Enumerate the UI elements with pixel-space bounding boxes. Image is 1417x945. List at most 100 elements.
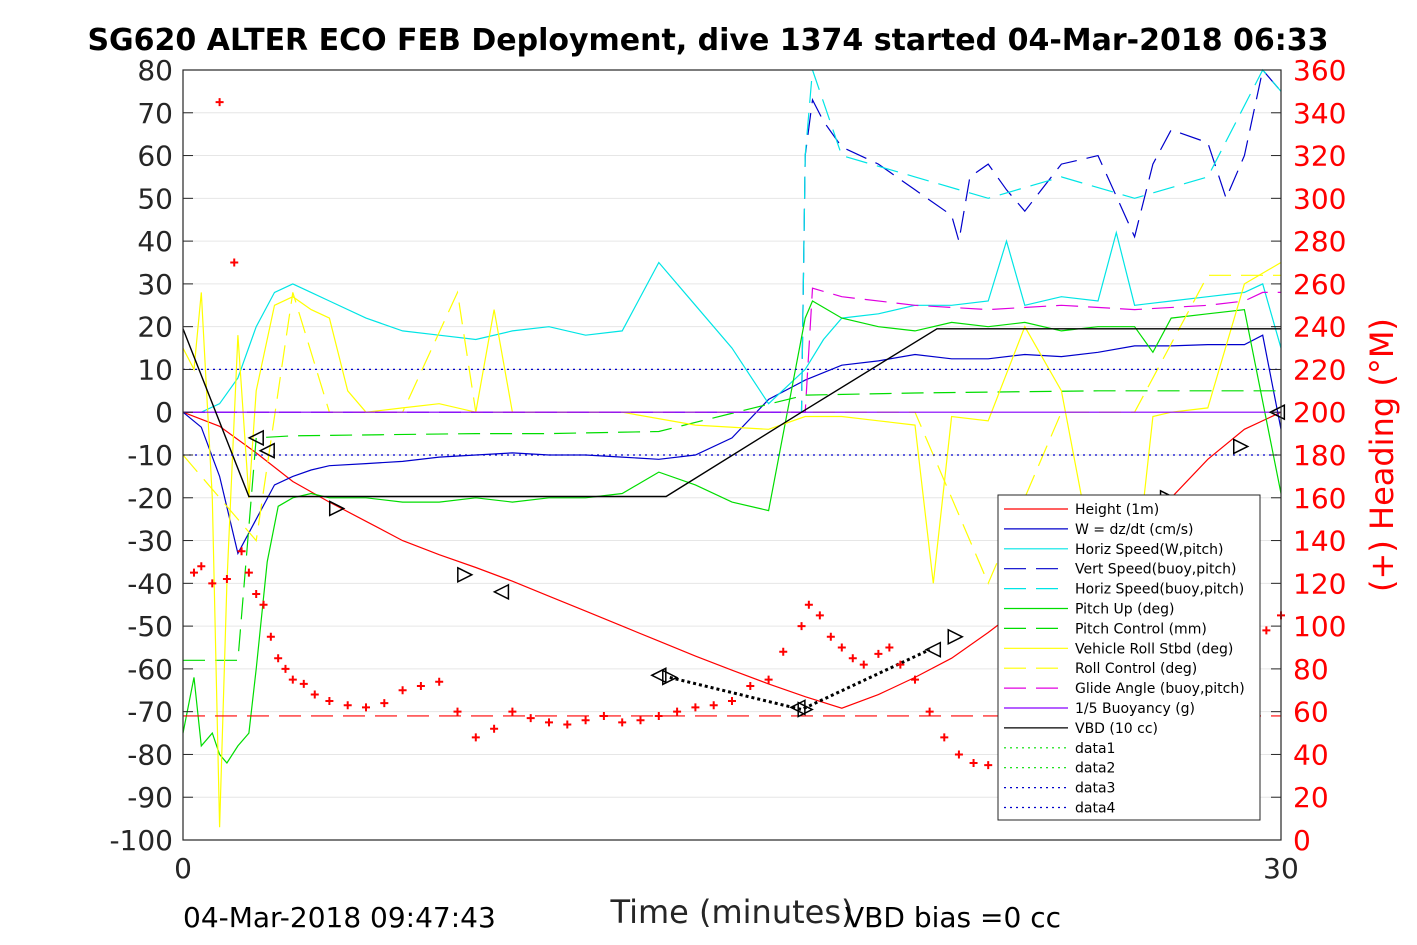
legend-label: Pitch Up (deg) — [1075, 602, 1174, 618]
y2-tick-label: 140 — [1293, 525, 1346, 558]
dive-marker — [457, 566, 474, 583]
heading-point — [599, 711, 608, 720]
heading-point — [563, 720, 572, 729]
y2-tick-label: 360 — [1293, 54, 1346, 87]
y-tick-label: 30 — [137, 268, 173, 301]
x-axis-label: Time (minutes) — [610, 893, 854, 931]
heading-point — [954, 750, 963, 759]
y2-tick-label: 240 — [1293, 311, 1346, 344]
heading-point — [215, 98, 224, 107]
dive-marker — [650, 667, 667, 684]
y2-tick-label: 320 — [1293, 140, 1346, 173]
y-tick-label: -40 — [127, 567, 173, 600]
y2-tick-label: 120 — [1293, 567, 1346, 600]
y-tick-label: 60 — [137, 140, 173, 173]
heading-point — [940, 733, 949, 742]
dive-marker — [1268, 404, 1286, 421]
footer-timestamp: 04-Mar-2018 09:47:43 — [183, 901, 496, 934]
y-tick-label: -80 — [127, 738, 173, 771]
y-tick-label: 20 — [137, 311, 173, 344]
dive-marker — [247, 429, 264, 447]
heading-point — [1262, 626, 1271, 635]
heading-point — [728, 696, 736, 705]
heading-point — [230, 258, 239, 267]
y-tick-label: -10 — [127, 439, 173, 472]
series-horiz_speed — [183, 230, 1282, 413]
y2-tick-label: 160 — [1293, 482, 1346, 515]
heading-point — [281, 664, 290, 673]
y-tick-label: -70 — [127, 696, 173, 729]
heading-point — [779, 647, 788, 656]
heading-point — [804, 600, 813, 609]
heading-point — [288, 675, 297, 684]
y-tick-label: -20 — [127, 482, 173, 515]
heading-point — [746, 682, 755, 690]
heading-point — [526, 714, 535, 723]
legend-label: data2 — [1075, 761, 1115, 777]
heading-point — [885, 643, 894, 652]
legend-label: W = dz/dt (cm/s) — [1075, 522, 1194, 538]
heading-point — [310, 690, 319, 699]
legend-label: data4 — [1075, 801, 1116, 817]
y-tick-label: 0 — [155, 396, 173, 429]
heading-point — [435, 677, 444, 686]
series-w — [182, 334, 1282, 556]
y-tick-label: -60 — [127, 653, 173, 686]
series-pitch_control — [183, 390, 1281, 661]
bottom-segment — [669, 648, 931, 712]
y-tick-label: -100 — [109, 824, 173, 857]
series-glide_angle — [183, 287, 1281, 413]
y2-tick-label: 180 — [1293, 439, 1346, 472]
y-tick-label: -50 — [127, 610, 173, 643]
heading-point — [848, 654, 857, 663]
heading-point — [490, 724, 499, 733]
dive-marker — [258, 442, 275, 459]
y2-tick-label: 200 — [1293, 396, 1346, 429]
heading-point — [709, 701, 718, 710]
heading-point — [969, 759, 978, 767]
legend-label: Roll Control (deg) — [1075, 661, 1197, 677]
dive-marker — [662, 669, 679, 686]
heading-point — [362, 703, 370, 712]
y-tick-label: 80 — [137, 54, 173, 87]
heading-point — [654, 711, 663, 720]
heading-point — [471, 733, 480, 742]
heading-point — [984, 761, 993, 770]
heading-point — [189, 568, 198, 577]
footer-vbd-bias: VBD bias =0 cc — [845, 901, 1061, 934]
heading-point — [380, 699, 389, 708]
heading-point — [299, 679, 308, 688]
heading-point — [691, 703, 700, 712]
legend-label: Glide Angle (buoy,pitch) — [1075, 681, 1245, 697]
legend-label: Height (1m) — [1075, 502, 1159, 518]
dive-marker — [328, 500, 346, 517]
heading-point — [325, 696, 334, 705]
y2-tick-label: 60 — [1293, 696, 1329, 729]
heading-point — [581, 716, 590, 725]
heading-point — [508, 707, 517, 716]
heading-point — [222, 575, 231, 584]
heading-point — [208, 579, 217, 588]
heading-point — [837, 643, 846, 652]
y2-tick-label: 80 — [1293, 653, 1329, 686]
series-horiz_speed_buoy — [183, 68, 1282, 413]
heading-point — [874, 649, 883, 658]
legend-label: data1 — [1075, 741, 1115, 757]
x-tick-label: 30 — [1263, 852, 1299, 885]
heading-point — [764, 675, 773, 684]
y2-tick-label: 340 — [1293, 97, 1346, 130]
y-tick-label: 40 — [137, 225, 173, 258]
legend-label: Horiz Speed(W,pitch) — [1075, 542, 1223, 558]
heading-point — [636, 716, 645, 725]
y-tick-label: 70 — [137, 97, 173, 130]
heading-point — [545, 718, 553, 727]
y2-tick-label: 0 — [1293, 824, 1311, 857]
heading-point — [826, 632, 835, 641]
dive-marker — [492, 583, 510, 601]
heading-point — [259, 600, 268, 609]
y2-tick-label: 100 — [1293, 610, 1346, 643]
y2-tick-label: 20 — [1293, 781, 1329, 814]
y2-tick-label: 300 — [1293, 182, 1346, 215]
heading-point — [197, 562, 206, 571]
heading-point — [398, 686, 407, 695]
